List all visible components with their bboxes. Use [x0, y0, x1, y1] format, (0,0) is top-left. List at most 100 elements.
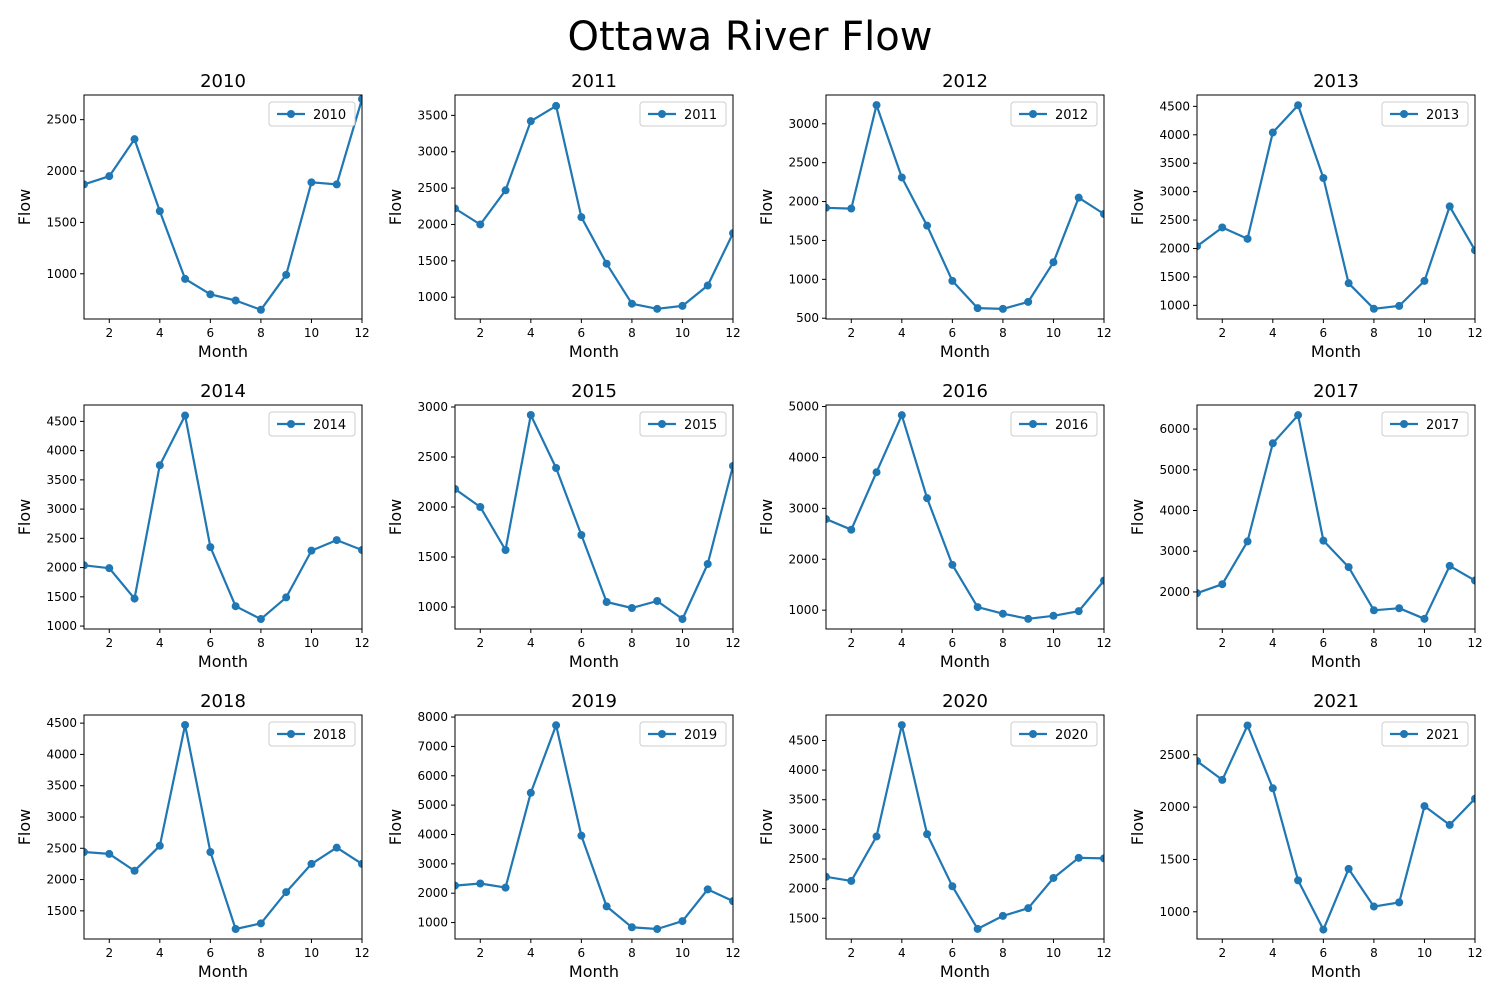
- x-axis-label: Month: [198, 652, 248, 671]
- y-tick-label: 3000: [417, 857, 448, 871]
- x-tick-label: 8: [628, 636, 636, 650]
- legend-marker: [1029, 420, 1037, 428]
- legend-label: 2018: [313, 728, 346, 743]
- y-tick-label: 2500: [788, 852, 819, 866]
- data-point: [948, 882, 957, 891]
- legend-marker: [1400, 110, 1408, 118]
- data-point: [973, 603, 982, 612]
- data-point: [105, 172, 114, 181]
- y-tick-label: 1000: [417, 916, 448, 930]
- data-point: [998, 911, 1007, 920]
- data-point: [1024, 297, 1033, 306]
- x-tick-label: 10: [1417, 326, 1432, 340]
- x-tick-label: 4: [898, 636, 906, 650]
- series-2019: [455, 721, 733, 934]
- legend-label: 2011: [684, 108, 717, 123]
- y-tick-label: 1500: [46, 904, 77, 918]
- data-point: [455, 881, 459, 890]
- x-tick-label: 6: [207, 636, 215, 650]
- subplot-2017: 2017 2 4 6 8 10 12 2000 3000 4000 5000 6000 Month Flo…: [1128, 381, 1483, 671]
- data-point: [1445, 202, 1454, 211]
- data-point: [1445, 561, 1454, 570]
- x-tick-label: 10: [1417, 636, 1432, 650]
- axes-frame: [825, 94, 1105, 320]
- data-point: [1369, 304, 1378, 313]
- series-2010: [84, 95, 362, 314]
- data-point: [729, 462, 733, 470]
- data-point: [577, 213, 586, 222]
- series-line: [1197, 724, 1475, 931]
- data-point: [105, 564, 114, 573]
- data-point: [577, 531, 586, 539]
- data-point: [1049, 873, 1058, 882]
- x-tick-label: 2: [1218, 946, 1226, 960]
- legend-label: 2020: [1055, 728, 1088, 743]
- legend: 2012: [1010, 101, 1098, 127]
- legend-marker: [658, 420, 666, 428]
- series-2015: [455, 411, 733, 623]
- data-point: [998, 609, 1007, 618]
- series-line: [84, 98, 362, 311]
- data-point: [256, 615, 265, 624]
- data-point: [1218, 223, 1227, 232]
- x-tick-label: 2: [476, 946, 484, 960]
- data-point: [455, 204, 459, 213]
- y-tick-label: 4000: [788, 450, 819, 464]
- x-tick-label: 8: [257, 326, 265, 340]
- x-tick-label: 6: [949, 326, 957, 340]
- x-axis-label: Month: [940, 342, 990, 361]
- data-point: [897, 411, 906, 420]
- x-axis-label: Month: [1311, 342, 1361, 361]
- y-tick-label: 6000: [417, 769, 448, 783]
- legend-label: 2019: [684, 728, 717, 743]
- data-point: [729, 229, 733, 238]
- y-tick-label: 2500: [46, 841, 77, 855]
- legend-label: 2021: [1426, 728, 1459, 743]
- y-tick-label: 3500: [46, 473, 77, 487]
- y-tick-label: 5000: [1159, 463, 1190, 477]
- data-point: [84, 180, 88, 189]
- legend: 2011: [639, 101, 727, 127]
- data-point: [1369, 902, 1378, 911]
- legend-label: 2015: [684, 418, 717, 433]
- data-point: [973, 304, 982, 313]
- y-tick-label: 2000: [1159, 800, 1190, 814]
- y-tick-label: 1000: [788, 603, 819, 617]
- axes-frame: [454, 404, 734, 630]
- data-point: [1420, 614, 1429, 623]
- legend-box: [639, 411, 727, 437]
- y-tick-label: 2000: [788, 552, 819, 566]
- x-tick-label: 10: [675, 946, 690, 960]
- legend: 2020: [1010, 721, 1098, 747]
- y-tick-label: 1000: [1159, 298, 1190, 312]
- x-tick-label: 10: [675, 636, 690, 650]
- y-tick-label: 7000: [417, 739, 448, 753]
- data-point: [501, 883, 510, 892]
- data-point: [231, 296, 240, 305]
- data-point: [1268, 128, 1277, 137]
- data-point: [923, 221, 932, 230]
- data-point: [358, 95, 362, 104]
- data-point: [1100, 210, 1104, 218]
- data-point: [923, 830, 932, 839]
- y-tick-label: 3000: [1159, 185, 1190, 199]
- x-tick-label: 2: [1218, 636, 1226, 650]
- data-point: [653, 304, 662, 313]
- series-2018: [84, 721, 362, 933]
- x-tick-label: 2: [847, 636, 855, 650]
- x-tick-label: 6: [1320, 636, 1328, 650]
- y-tick-label: 3500: [417, 108, 448, 122]
- data-point: [729, 897, 733, 906]
- y-tick-label: 1000: [1159, 905, 1190, 919]
- data-point: [1049, 258, 1058, 267]
- data-point: [948, 276, 957, 285]
- y-axis-label: Flow: [757, 189, 776, 226]
- data-point: [155, 841, 164, 850]
- data-point: [1344, 864, 1353, 873]
- data-point: [897, 173, 906, 182]
- y-tick-label: 1500: [788, 911, 819, 925]
- y-tick-label: 2500: [1159, 748, 1190, 762]
- x-tick-label: 12: [1467, 636, 1482, 650]
- series-2012: [826, 101, 1104, 313]
- y-tick-label: 1000: [46, 619, 77, 633]
